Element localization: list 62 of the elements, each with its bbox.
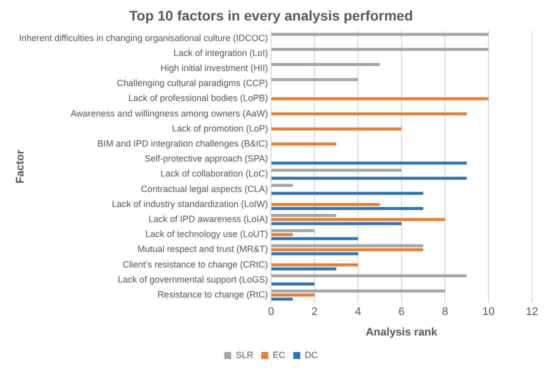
x-tick-label: 4 [354,306,362,318]
bar [272,142,336,146]
y-tick-label: Lack of industry standardization (LoIW) [112,198,268,209]
y-tick-label: Lack of governmental support (LoGS) [118,274,268,284]
bar [272,162,467,165]
bar [272,222,402,226]
x-axis-title: Analysis rank [366,326,438,338]
bar [272,176,467,180]
bar [272,206,424,210]
legend-label: DC [304,350,318,360]
bar [272,274,467,278]
x-tick-label: 0 [268,306,274,318]
x-tick-label: 12 [526,306,538,318]
y-tick-label: Resistance to change (RtC) [157,290,268,300]
y-tick-label: Mutual respect and trust (MR&T) [137,244,268,254]
y-tick-label: Inherent difficulties in changing organisational culture (IDCOC) [19,32,268,43]
bar [272,229,314,232]
bar [272,233,293,236]
bar [272,248,424,252]
bar [272,267,336,270]
legend-label: SLR [236,350,254,360]
bar [272,282,314,286]
bar [272,32,488,36]
y-tick-label: Lack of integration (LoI) [173,48,268,58]
bar [272,244,424,248]
legend-label: EC [272,350,286,360]
y-tick-label: Lack of IPD awareness (LoIA) [148,214,268,224]
y-tick-label: Challenging cultural paradigms (CCP) [116,78,268,88]
x-tick-label: 8 [442,306,448,318]
bar [272,237,358,240]
bar [272,192,424,195]
y-axis-title: Factor [14,149,27,184]
y-tick-label: Lack of technology use (LoUT) [145,229,268,240]
y-tick-label: Lack of collaboration (LoC) [160,168,268,179]
bar [272,48,488,51]
bar [272,202,380,206]
bar [272,218,445,222]
y-tick-label: BIM and IPD integration challenges (B&IC) [97,138,268,149]
bar [272,127,402,130]
bar [272,298,293,301]
bar [272,184,293,187]
bar [272,290,445,293]
bar [272,97,488,100]
y-tick-label: Lack of promotion (LoP) [172,123,268,134]
bar [272,112,467,116]
bar [272,63,380,66]
chart-title: Top 10 factors in every analysis performed [129,7,413,24]
y-tick-label: Awareness and willingness among owners (AaW) [70,108,268,118]
y-tick-label: Contractual legal aspects (CLA) [140,184,268,194]
bar [272,263,358,266]
y-tick-label: High initial investment (HII) [160,63,268,74]
x-tick-label: 6 [398,306,405,318]
x-tick-label: 2 [311,306,318,318]
bar [272,214,336,218]
bar [272,168,402,172]
y-tick-label: Client’s resistance to change (CRtC) [122,259,268,270]
bar [272,252,358,256]
y-tick-label: Lack of professional bodies (LoPB) [128,93,268,104]
x-tick-label: 10 [482,306,495,318]
bar [272,294,314,297]
y-tick-label: Self-protective approach (SPA) [144,154,268,164]
bar [272,78,358,82]
